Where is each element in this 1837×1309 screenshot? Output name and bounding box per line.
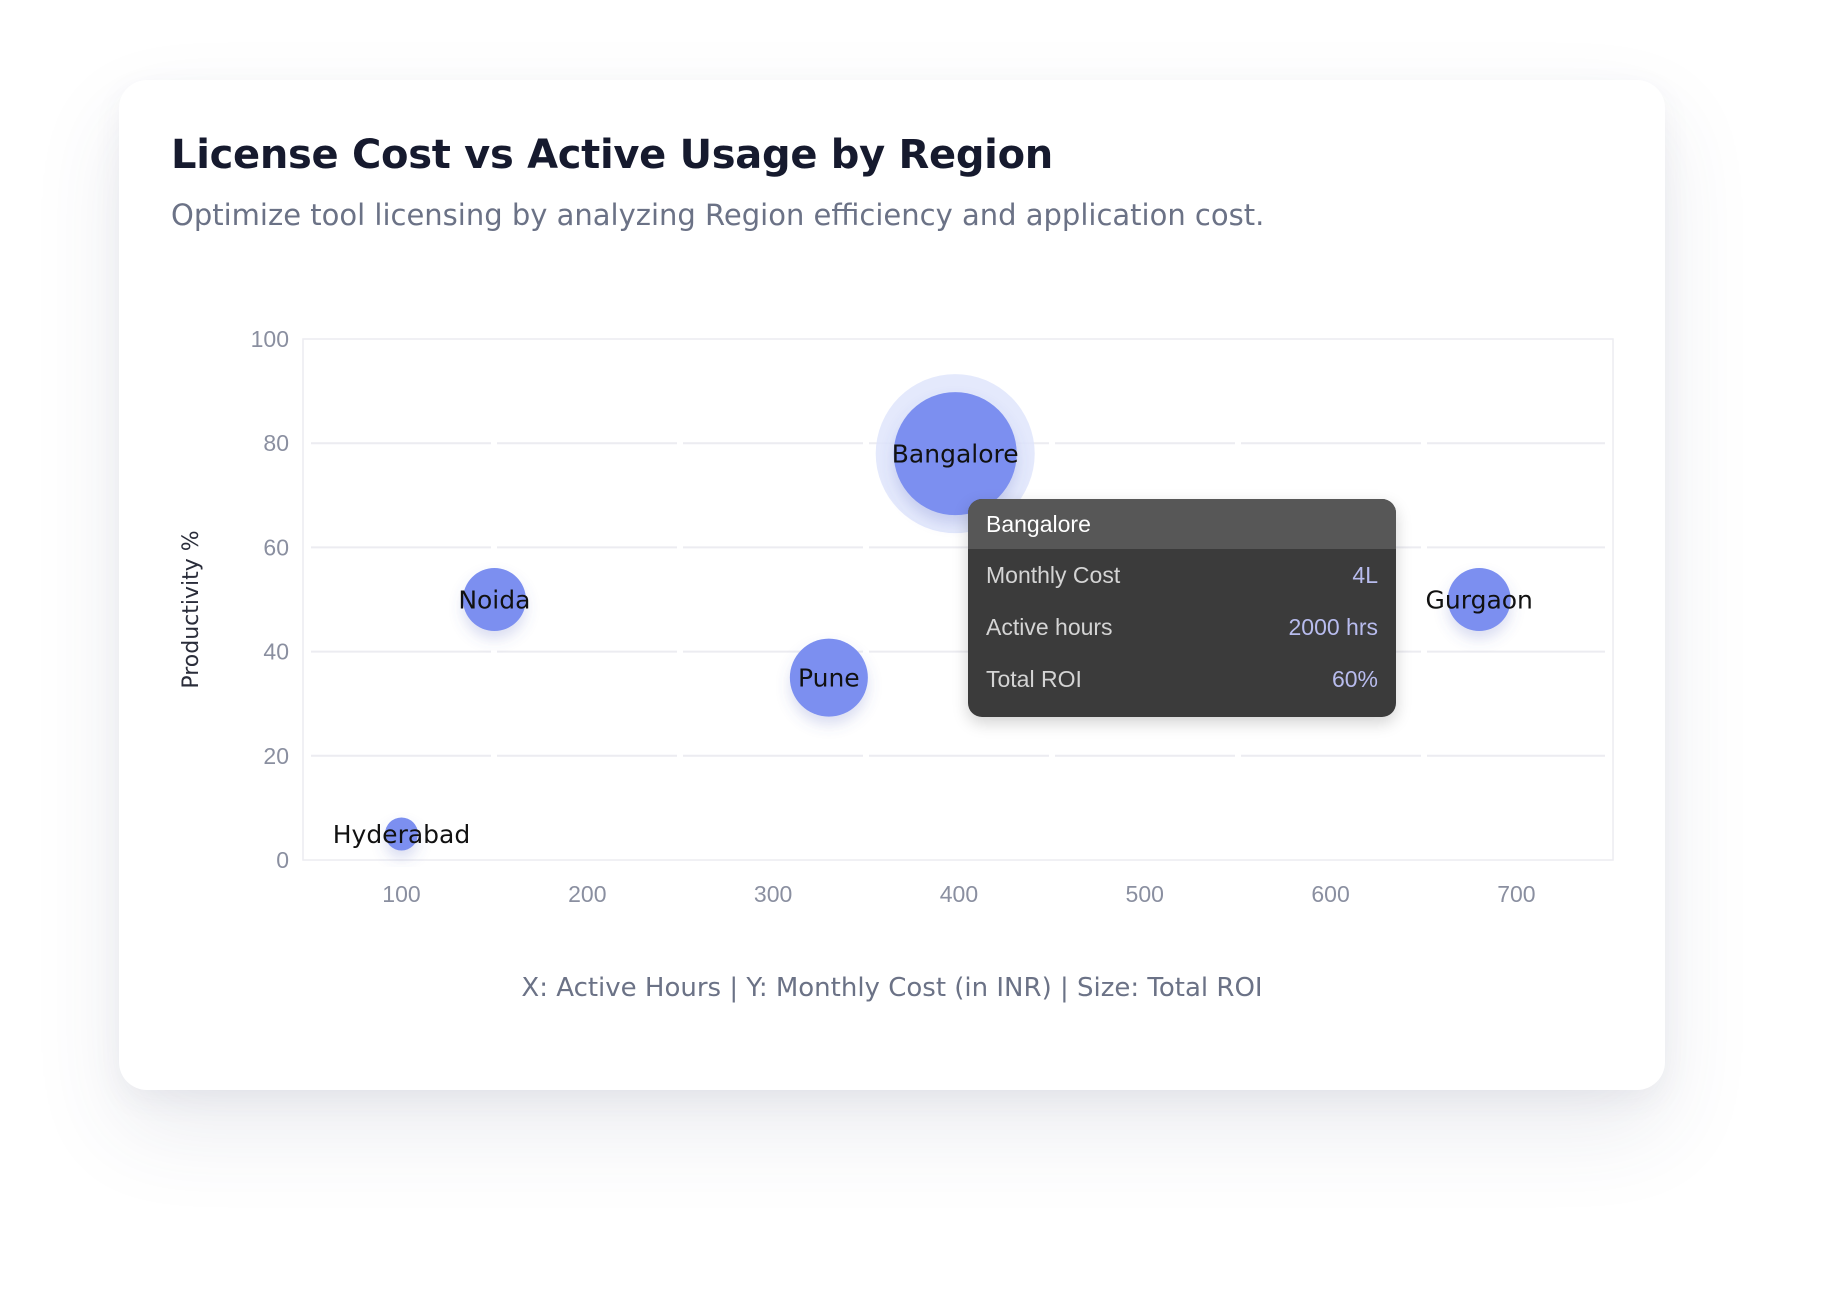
x-tick-label: 400 <box>940 881 978 907</box>
bubble-label-bangalore: Bangalore <box>892 440 1019 469</box>
tooltip-label: Active hours <box>986 613 1113 640</box>
bubble-chart: 0 20 40 60 80 100 100 200 300 400 500 600 700 Product… <box>179 326 1614 907</box>
y-tick-label: 60 <box>263 534 289 560</box>
x-tick-label: 200 <box>568 881 606 907</box>
bubble-label-gurgaon: Gurgaon <box>1426 586 1533 615</box>
bubble-pune <box>789 638 868 717</box>
tooltip-label: Total ROI <box>986 665 1082 692</box>
x-tick-label: 500 <box>1126 881 1164 907</box>
x-tick-label: 700 <box>1497 881 1535 907</box>
y-tick-label: 100 <box>251 326 289 352</box>
bubble-noida <box>462 568 526 631</box>
bubble-hyderabad <box>384 817 418 851</box>
bubble-label-hyderabad: Hyderabad <box>333 820 471 849</box>
tooltip-value: 2000 hrs <box>1288 613 1378 640</box>
tooltip-row-total-roi: Total ROI 60% <box>968 653 1396 705</box>
plot-frame <box>302 338 1614 861</box>
data-tooltip: Bangalore Monthly Cost 4L Active hours 2… <box>968 499 1396 717</box>
chart-title: License Cost vs Active Usage by Region <box>171 132 1053 178</box>
bubble-label-pune: Pune <box>798 664 860 693</box>
tooltip-value: 4L <box>1352 561 1378 588</box>
tooltip-value: 60% <box>1331 665 1378 692</box>
tooltip-row-active-hours: Active hours 2000 hrs <box>968 601 1396 653</box>
chart-subtitle: Optimize tool licensing by analyzing Reg… <box>171 198 1265 232</box>
tooltip-title: Bangalore <box>968 499 1396 549</box>
y-tick-label: 20 <box>263 743 289 769</box>
x-tick-label: 300 <box>754 881 792 907</box>
y-tick-label: 0 <box>276 847 289 873</box>
x-tick-label: 600 <box>1311 881 1349 907</box>
tooltip-row-monthly-cost: Monthly Cost 4L <box>968 549 1396 601</box>
bubble-bangalore <box>893 392 1017 516</box>
tooltip-label: Monthly Cost <box>986 561 1121 588</box>
bubble-gurgaon <box>1447 568 1511 631</box>
chart-card: License Cost vs Active Usage by Region O… <box>119 80 1665 1090</box>
y-axis-title: Productivity % <box>179 530 204 688</box>
axis-legend-note: X: Active Hours | Y: Monthly Cost (in IN… <box>521 973 1263 1003</box>
bubble-label-noida: Noida <box>458 586 530 615</box>
y-tick-label: 80 <box>263 430 289 456</box>
x-tick-label: 100 <box>382 881 420 907</box>
y-tick-label: 40 <box>263 639 289 665</box>
